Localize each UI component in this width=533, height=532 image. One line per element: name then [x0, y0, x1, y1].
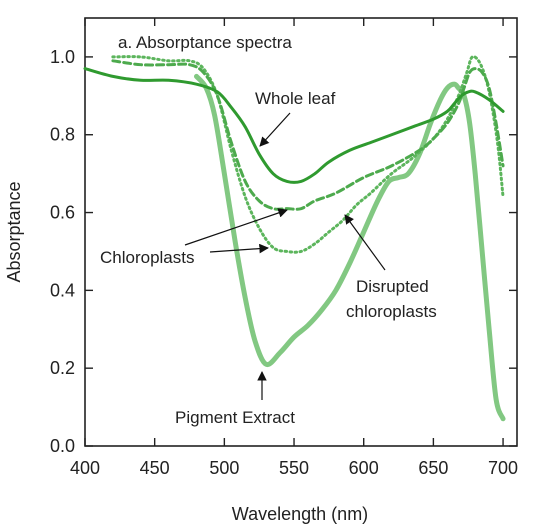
- x-tick-label: 500: [209, 458, 239, 478]
- arrow-disrupted: [344, 214, 386, 271]
- y-tick-label: 0.8: [50, 125, 75, 145]
- y-tick-label: 0.2: [50, 358, 75, 378]
- series-line-whole-leaf: [83, 67, 505, 184]
- annotation-pigment-extract: Pigment Extract: [175, 408, 295, 427]
- series-line-disrupted: [111, 55, 505, 254]
- annotation-chloroplasts: Chloroplasts: [100, 248, 195, 267]
- arrow-whole-leaf: [259, 112, 291, 147]
- annotation-disrupted-2: chloroplasts: [346, 302, 437, 321]
- y-tick-label: 1.0: [50, 47, 75, 67]
- x-tick-label: 600: [349, 458, 379, 478]
- x-tick-label: 700: [488, 458, 518, 478]
- x-axis-ticks: 400 450 500 550 600 650 700: [70, 18, 518, 478]
- y-axis-ticks: 0.0 0.2 0.4 0.6 0.8 1.0: [50, 47, 517, 456]
- series-layer: [83, 55, 506, 422]
- arrow-chloroplasts-1: [184, 208, 288, 246]
- annotation-disrupted-1: Disrupted: [356, 277, 429, 296]
- x-axis-title: Wavelength (nm): [232, 504, 368, 524]
- y-axis-title: Absorptance: [4, 181, 24, 282]
- y-tick-label: 0.4: [50, 280, 75, 300]
- y-tick-label: 0.6: [50, 203, 75, 223]
- arrow-chloroplasts-2: [209, 243, 269, 254]
- x-tick-label: 400: [70, 458, 100, 478]
- x-tick-label: 450: [140, 458, 170, 478]
- series-line-chloroplasts: [111, 59, 505, 211]
- x-tick-label: 550: [279, 458, 309, 478]
- plot-frame: [84, 17, 518, 447]
- series-line-pigment: [193, 73, 506, 422]
- chart-title: a. Absorptance spectra: [118, 33, 292, 52]
- annotation-whole-leaf: Whole leaf: [255, 89, 336, 108]
- x-tick-label: 650: [418, 458, 448, 478]
- y-tick-label: 0.0: [50, 436, 75, 456]
